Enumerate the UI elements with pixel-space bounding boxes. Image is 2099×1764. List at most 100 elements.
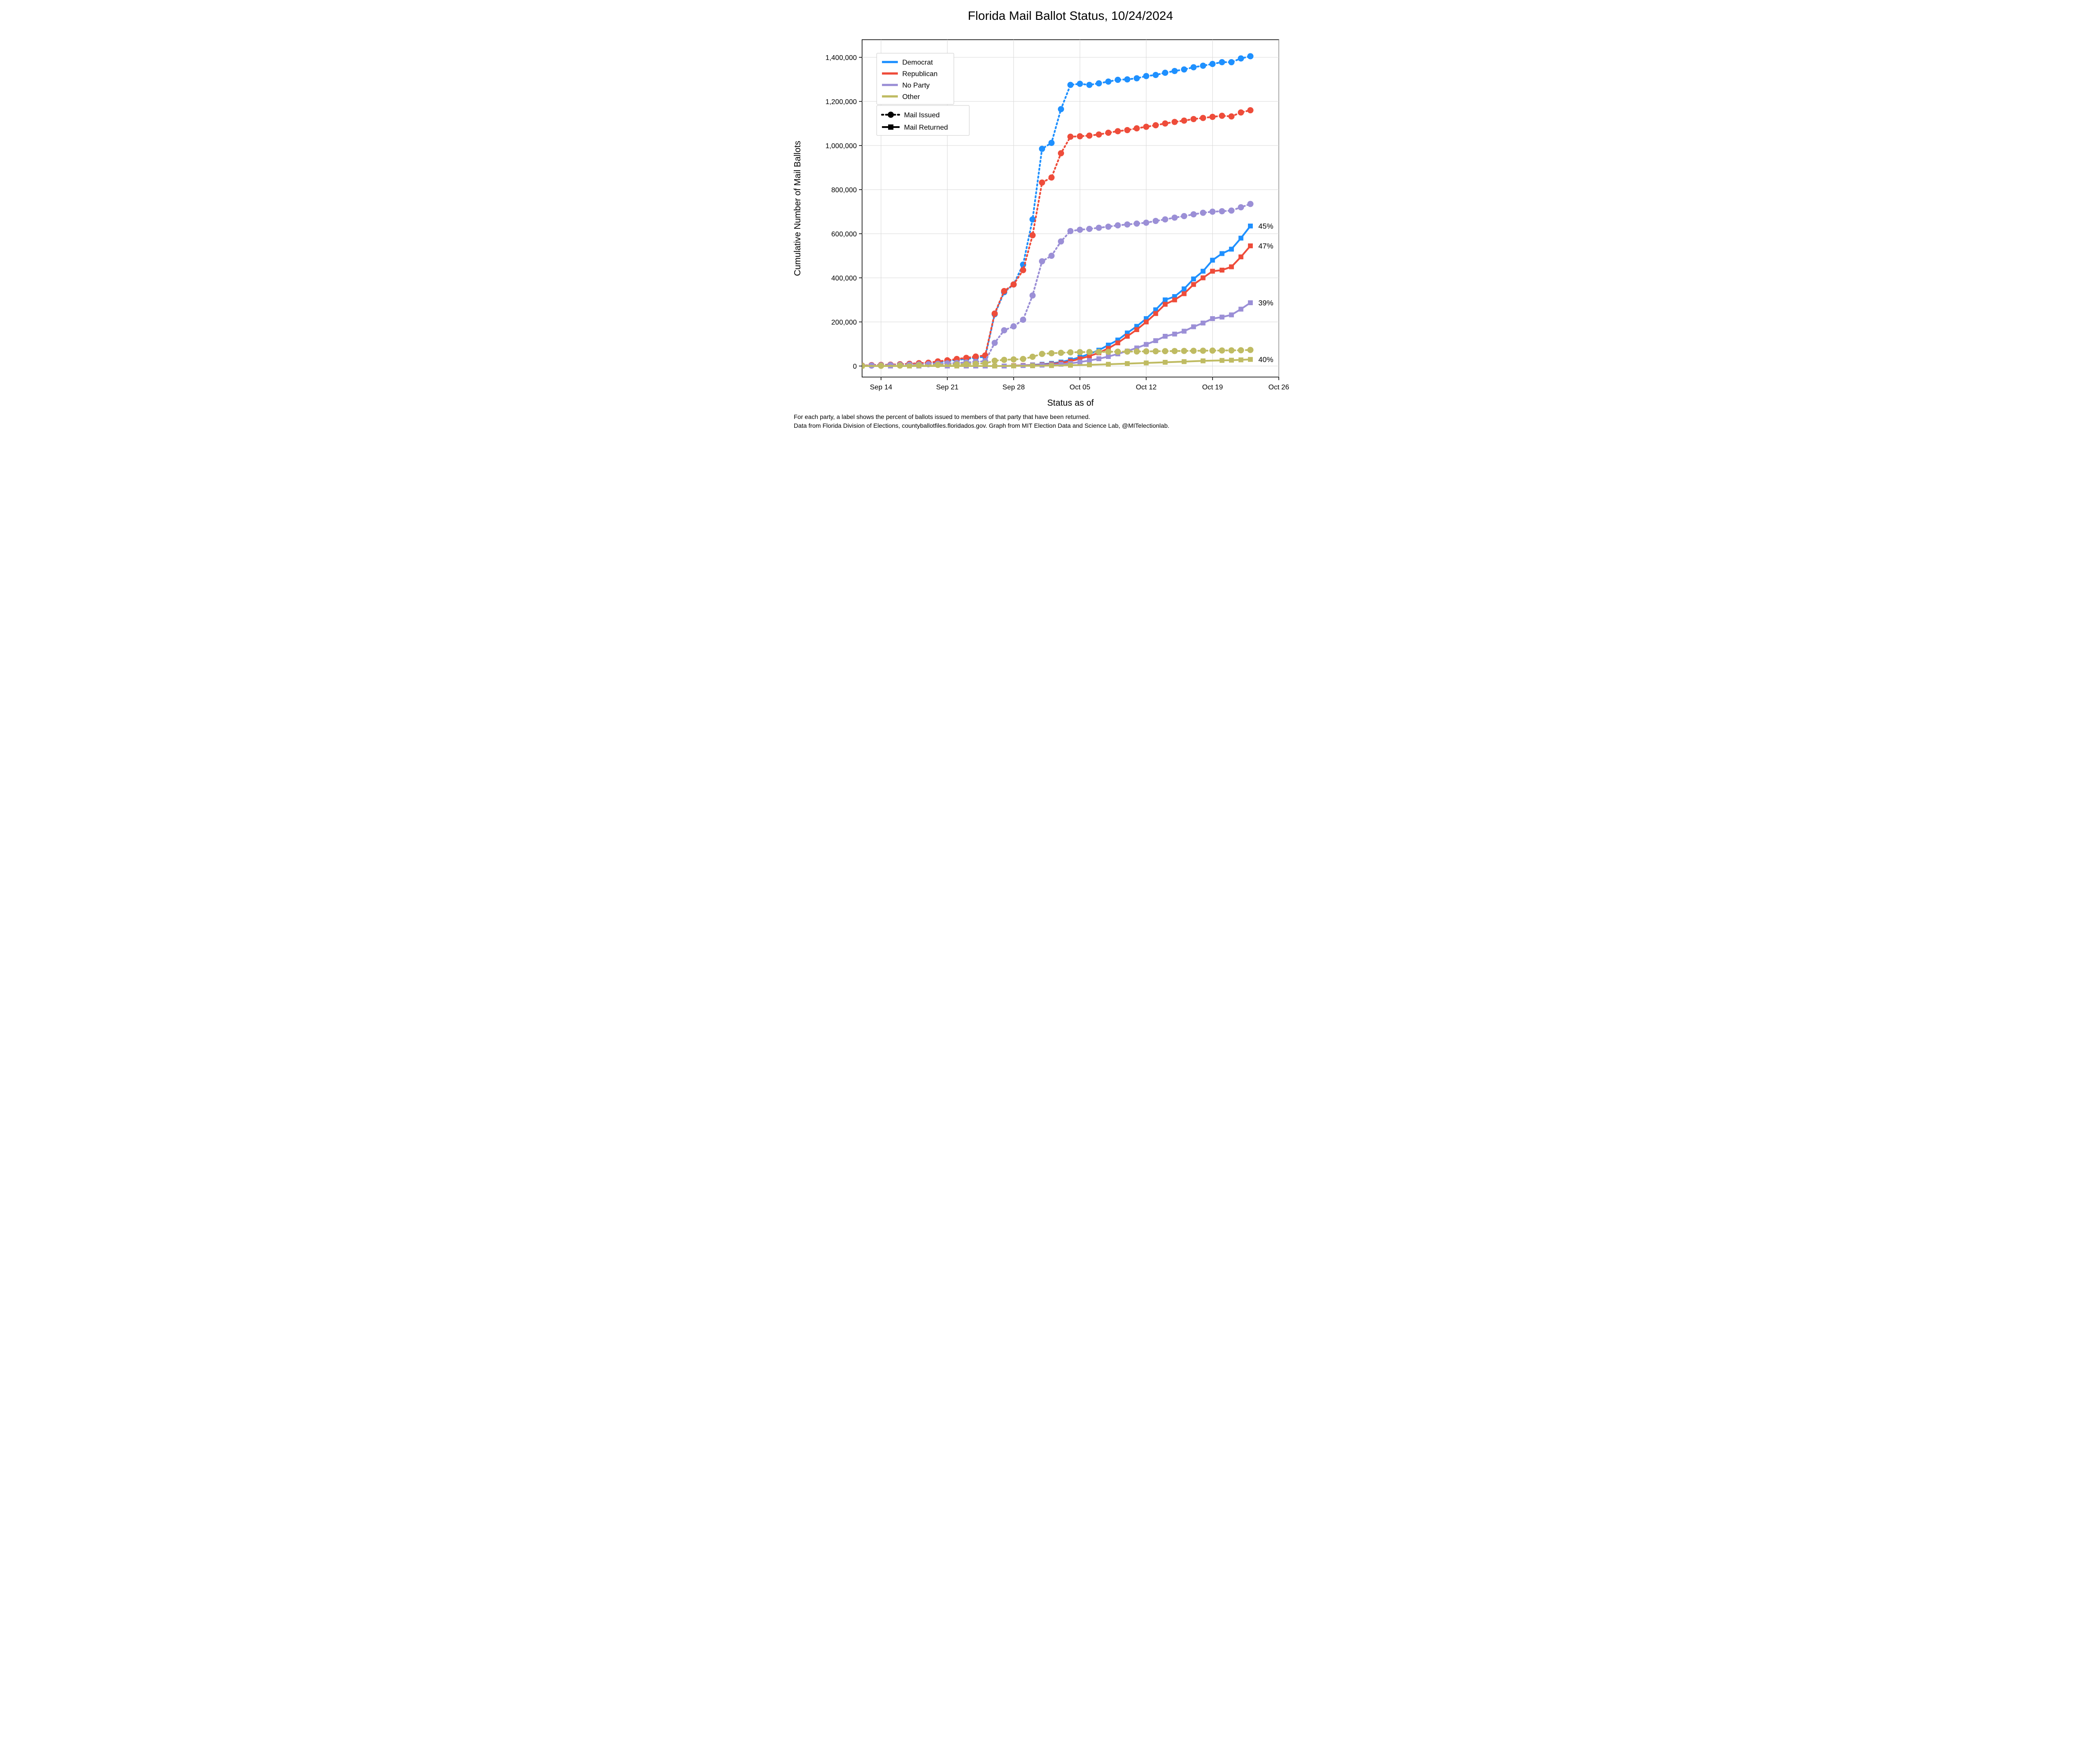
series-issued-marker bbox=[1086, 133, 1092, 139]
series-issued-marker bbox=[1039, 351, 1045, 357]
chart-container: 0200,000400,000600,000800,0001,000,0001,… bbox=[787, 0, 1312, 441]
footer-line-2: Data from Florida Division of Elections,… bbox=[794, 422, 1169, 429]
series-issued-marker bbox=[1219, 348, 1225, 354]
series-issued-marker bbox=[1143, 348, 1149, 355]
footer-line-1: For each party, a label shows the percen… bbox=[794, 413, 1090, 420]
series-issued-marker bbox=[1210, 114, 1216, 120]
xtick-label: Sep 28 bbox=[1002, 384, 1025, 391]
series-returned-marker bbox=[1239, 358, 1244, 363]
series-returned-marker bbox=[1201, 321, 1206, 325]
series-returned-marker bbox=[1201, 359, 1206, 363]
series-issued-marker bbox=[1143, 220, 1149, 226]
series-returned-marker bbox=[1087, 358, 1092, 363]
legend-style-label: Mail Returned bbox=[904, 124, 948, 131]
series-issued-marker bbox=[935, 362, 941, 368]
ytick-label: 0 bbox=[853, 363, 857, 370]
series-returned-marker bbox=[1201, 269, 1206, 274]
series-issued-marker bbox=[1181, 118, 1187, 124]
series-issued-marker bbox=[1086, 349, 1092, 355]
series-issued-marker bbox=[1238, 204, 1244, 210]
series-issued-marker bbox=[1039, 179, 1045, 186]
ytick-label: 1,400,000 bbox=[825, 54, 857, 62]
series-issued-marker bbox=[1115, 77, 1121, 83]
series-returned-marker bbox=[1163, 360, 1168, 365]
series-returned-marker bbox=[1182, 287, 1187, 292]
series-issued-marker bbox=[1181, 67, 1187, 73]
series-returned-marker bbox=[1144, 320, 1149, 325]
series-issued-marker bbox=[1049, 140, 1055, 146]
series-issued-marker bbox=[1001, 327, 1007, 333]
series-issued-marker bbox=[1219, 113, 1225, 119]
series-issued-marker bbox=[1030, 354, 1036, 360]
series-issued-marker bbox=[1247, 107, 1254, 113]
series-issued-marker bbox=[1115, 349, 1121, 355]
series-issued-marker bbox=[1181, 213, 1187, 219]
series-issued-marker bbox=[1115, 128, 1121, 135]
series-returned-marker bbox=[1210, 269, 1215, 274]
series-issued-marker bbox=[1077, 81, 1083, 87]
series-issued-marker bbox=[1077, 133, 1083, 139]
series-issued-marker bbox=[1058, 150, 1064, 157]
series-issued-marker bbox=[1210, 61, 1216, 67]
series-issued-marker bbox=[1068, 228, 1074, 234]
ytick-label: 200,000 bbox=[831, 319, 857, 326]
series-returned-marker bbox=[1239, 254, 1244, 259]
legend-label: Republican bbox=[902, 71, 937, 78]
series-returned-marker bbox=[1229, 247, 1234, 252]
series-issued-marker bbox=[1134, 220, 1140, 227]
series-issued-marker bbox=[1096, 131, 1102, 138]
series-issued-marker bbox=[1200, 210, 1206, 216]
series-returned-marker bbox=[1134, 327, 1139, 332]
series-issued-marker bbox=[1162, 70, 1168, 76]
series-returned-marker bbox=[1210, 316, 1215, 321]
series-issued-marker bbox=[1105, 78, 1111, 85]
series-returned-marker bbox=[1153, 311, 1158, 316]
series-returned-marker bbox=[1220, 251, 1225, 256]
series-issued-marker bbox=[1011, 323, 1017, 329]
series-issued-marker bbox=[1049, 175, 1055, 181]
series-returned-marker bbox=[1125, 361, 1130, 366]
series-returned-marker bbox=[1172, 332, 1177, 336]
series-issued-marker bbox=[1219, 208, 1225, 214]
series-issued-marker bbox=[1181, 348, 1187, 354]
series-returned-marker bbox=[1220, 358, 1225, 363]
series-issued-marker bbox=[1058, 239, 1064, 245]
series-issued-marker bbox=[1229, 208, 1235, 214]
series-issued-marker bbox=[1058, 350, 1064, 356]
series-returned-marker bbox=[1163, 334, 1168, 339]
bg bbox=[787, 0, 1312, 441]
series-issued-marker bbox=[1058, 106, 1064, 112]
series-returned-marker bbox=[1182, 359, 1187, 364]
series-returned-marker bbox=[1229, 358, 1234, 363]
legend-label: No Party bbox=[902, 82, 930, 90]
series-returned-marker bbox=[1163, 302, 1168, 307]
series-returned-marker bbox=[1125, 334, 1130, 339]
series-issued-marker bbox=[1229, 59, 1235, 65]
series-issued-marker bbox=[1011, 356, 1017, 363]
series-returned-marker bbox=[1182, 329, 1187, 334]
series-issued-marker bbox=[1191, 211, 1197, 217]
series-issued-marker bbox=[973, 354, 979, 360]
xtick-label: Oct 26 bbox=[1268, 384, 1289, 391]
series-issued-marker bbox=[1162, 120, 1168, 127]
series-issued-marker bbox=[992, 358, 998, 364]
series-issued-marker bbox=[1020, 317, 1026, 323]
series-end-label: 39% bbox=[1259, 299, 1274, 307]
series-issued-marker bbox=[1238, 56, 1244, 62]
series-returned-marker bbox=[1248, 224, 1253, 228]
series-issued-marker bbox=[1162, 348, 1168, 354]
series-issued-marker bbox=[1134, 348, 1140, 355]
y-axis-label: Cumulative Number of Mail Ballots bbox=[793, 141, 803, 276]
series-issued-marker bbox=[1001, 288, 1007, 294]
series-returned-marker bbox=[1191, 277, 1196, 281]
series-returned-marker bbox=[1210, 258, 1215, 263]
series-end-label: 47% bbox=[1259, 242, 1274, 250]
series-returned-marker bbox=[1030, 363, 1035, 368]
series-issued-marker bbox=[1172, 348, 1178, 354]
series-returned-marker bbox=[1220, 315, 1225, 320]
series-issued-marker bbox=[1124, 127, 1130, 133]
ytick-label: 600,000 bbox=[831, 231, 857, 238]
series-issued-marker bbox=[1068, 349, 1074, 355]
series-issued-marker bbox=[1077, 227, 1083, 233]
x-axis-label: Status as of bbox=[1047, 398, 1094, 408]
